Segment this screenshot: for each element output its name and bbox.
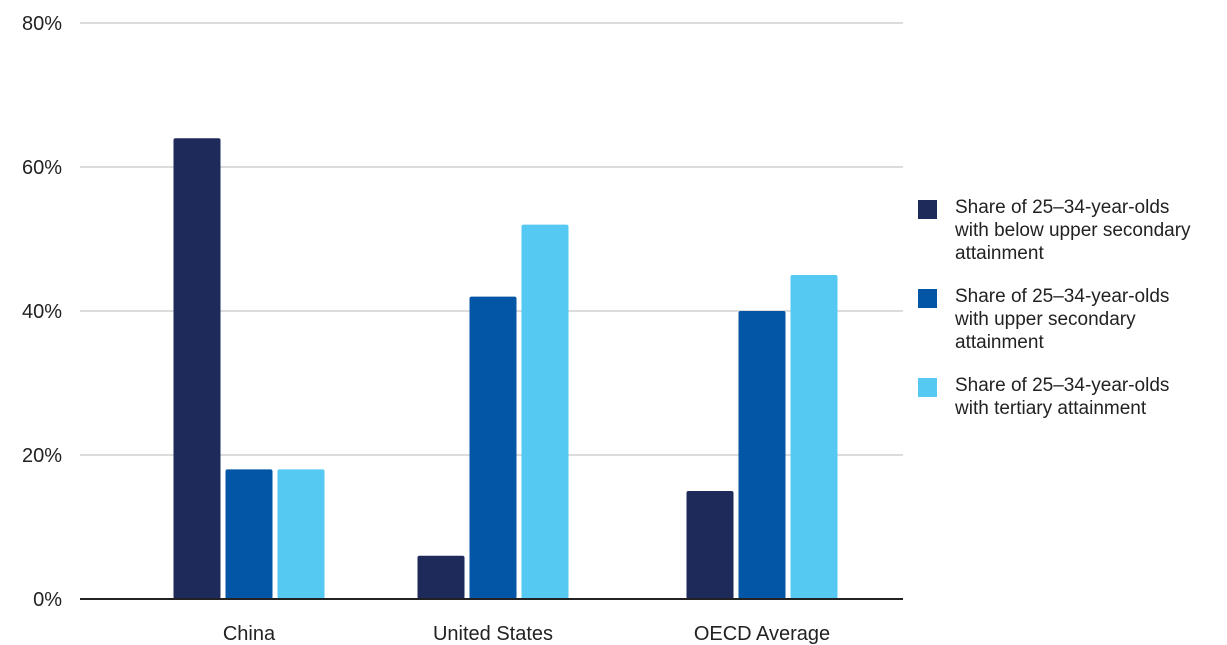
- y-tick-label: 0%: [33, 589, 62, 611]
- legend-label: Share of 25–34-year-olds with upper seco…: [955, 286, 1170, 353]
- legend-item: Share of 25–34-year-olds with upper seco…: [918, 285, 1218, 354]
- y-tick-label: 20%: [22, 445, 62, 467]
- x-category-label: OECD Average: [694, 623, 830, 645]
- bar: [173, 138, 221, 599]
- y-tick-label: 80%: [22, 13, 62, 35]
- y-tick-label: 40%: [22, 301, 62, 323]
- bar: [417, 555, 465, 599]
- legend-swatch: [918, 200, 937, 219]
- y-axis-ticks: 0% 20% 40% 60% 80%: [22, 13, 62, 611]
- x-category-label: United States: [433, 623, 553, 645]
- bar: [469, 296, 517, 599]
- bar: [790, 275, 838, 599]
- legend-swatch: [918, 378, 937, 397]
- legend-label: Share of 25–34-year-olds with below uppe…: [955, 197, 1191, 264]
- legend-item: Share of 25–34-year-olds with below uppe…: [918, 196, 1218, 265]
- legend-swatch: [918, 289, 937, 308]
- x-category-label: China: [223, 623, 276, 645]
- bar: [738, 311, 786, 599]
- legend: Share of 25–34-year-olds with below uppe…: [918, 196, 1218, 440]
- bar: [277, 469, 325, 599]
- bar: [521, 224, 569, 599]
- y-tick-label: 60%: [22, 157, 62, 179]
- x-axis-categories: China United States OECD Average: [223, 623, 830, 645]
- legend-item: Share of 25–34-year-olds with tertiary a…: [918, 374, 1218, 420]
- legend-label: Share of 25–34-year-olds with tertiary a…: [955, 375, 1170, 419]
- bars: [173, 138, 838, 599]
- bar: [686, 491, 734, 599]
- bar: [225, 469, 273, 599]
